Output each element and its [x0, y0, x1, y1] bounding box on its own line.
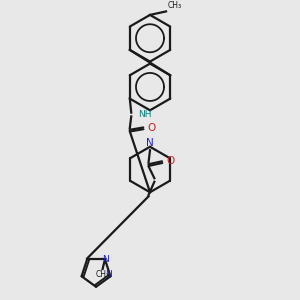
Text: CH₃: CH₃ — [167, 1, 182, 10]
Text: CH₃: CH₃ — [96, 270, 110, 279]
Text: N: N — [146, 138, 154, 148]
Text: N: N — [102, 255, 109, 264]
Text: O: O — [148, 122, 156, 133]
Text: N: N — [105, 270, 112, 279]
Text: NH: NH — [138, 110, 151, 118]
Text: O: O — [166, 156, 175, 166]
